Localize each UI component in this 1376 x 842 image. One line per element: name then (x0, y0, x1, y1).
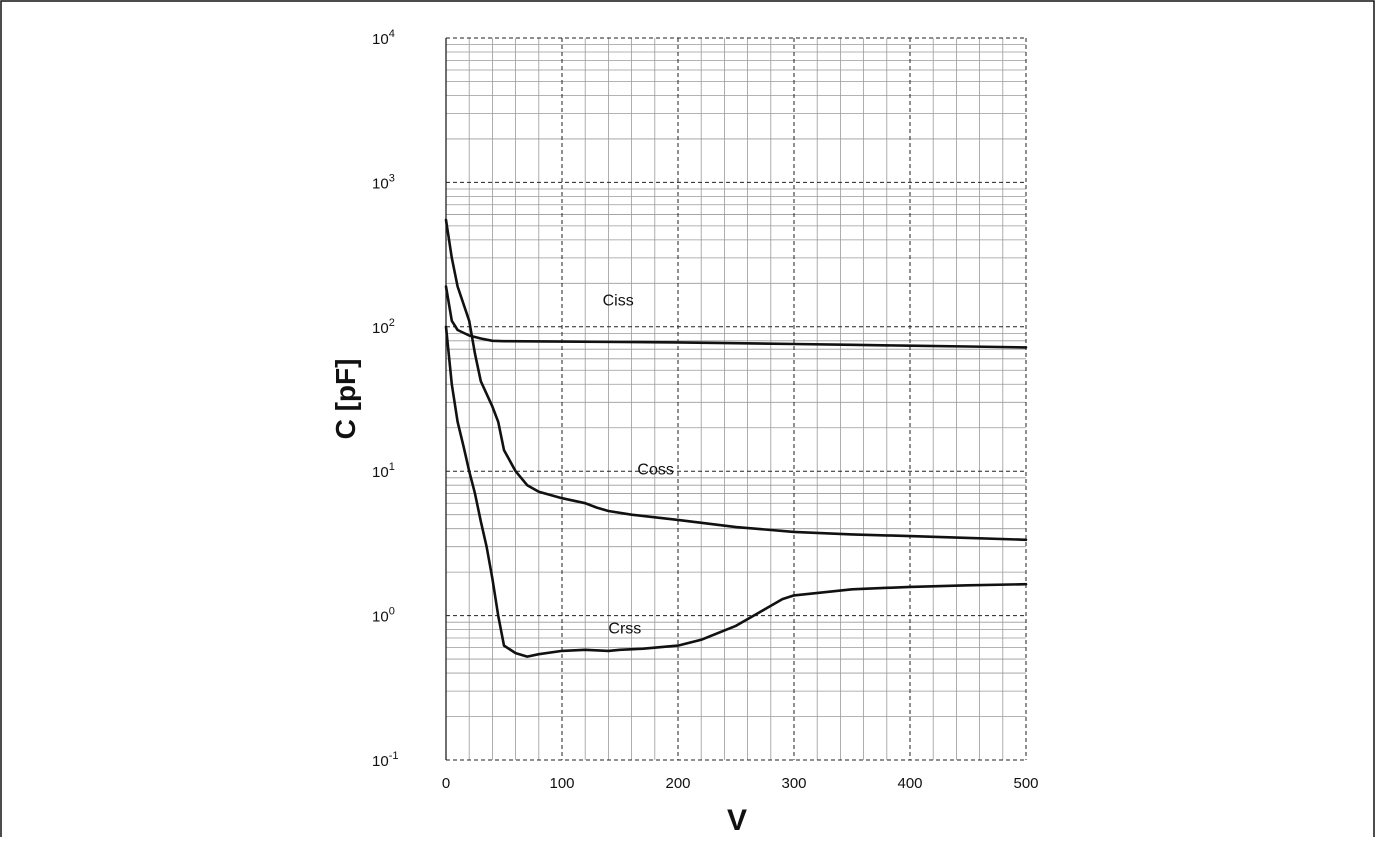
y-tick-label: 10-1 (372, 750, 398, 770)
y-tick-exponent: 1 (389, 461, 395, 473)
y-tick-exponent: 3 (389, 172, 395, 184)
series-label-crss: Crss (608, 621, 641, 638)
x-tick-label: 400 (897, 775, 922, 792)
y-tick-exponent: -1 (389, 750, 399, 762)
y-tick-base: 10 (372, 753, 389, 770)
y-tick-label: 104 (372, 28, 395, 48)
grid-major (445, 37, 1027, 761)
x-tick-label: 500 (1013, 775, 1038, 792)
series-line-ciss (444, 285, 1028, 349)
y-tick-exponent: 2 (389, 317, 395, 329)
y-tick-base: 10 (372, 31, 389, 48)
series-line-crss (444, 325, 1028, 658)
x-tick-label: 0 (442, 775, 450, 792)
series-label-ciss: Ciss (603, 293, 634, 310)
x-axis-title: V (727, 804, 747, 837)
y-tick-base: 10 (372, 320, 389, 337)
y-tick-label: 100 (372, 606, 395, 626)
series-group: Ciss Coss Crss (444, 218, 1028, 658)
y-tick-base: 10 (372, 175, 389, 192)
x-tick-label: 300 (781, 775, 806, 792)
y-tick-exponent: 4 (389, 28, 395, 40)
series-line-coss (444, 218, 1028, 542)
y-tick-label: 103 (372, 172, 395, 192)
y-tick-label: 102 (372, 317, 395, 337)
y-axis-title: C [pF] (330, 359, 361, 440)
y-tick-exponent: 0 (389, 606, 395, 618)
y-tick-base: 10 (372, 464, 389, 481)
series-label-coss: Coss (637, 461, 673, 478)
y-tick-base: 10 (372, 609, 389, 626)
x-tick-label: 100 (549, 775, 574, 792)
x-tick-label: 200 (665, 775, 690, 792)
y-tick-label: 101 (372, 461, 395, 481)
grid-minor (446, 38, 1026, 760)
